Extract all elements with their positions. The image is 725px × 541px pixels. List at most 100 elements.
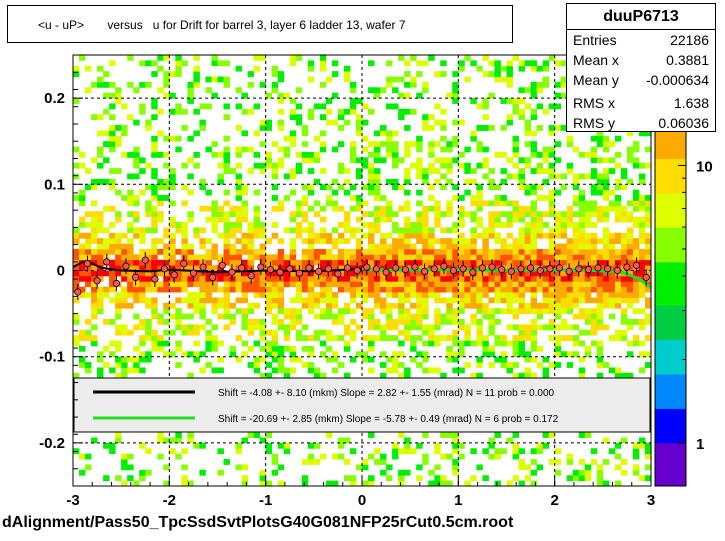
heatmap-cell xyxy=(307,335,315,341)
heatmap-cell xyxy=(548,297,556,304)
heatmap-cell xyxy=(422,178,429,185)
heatmap-cell xyxy=(542,442,550,449)
heatmap-cell xyxy=(133,146,140,153)
heatmap-cell xyxy=(578,459,586,465)
heatmap-cell xyxy=(404,469,411,476)
heatmap-cell xyxy=(416,324,423,331)
heatmap-cell xyxy=(145,335,152,341)
heatmap-cell xyxy=(283,135,291,142)
heatmap-cell xyxy=(536,275,544,282)
heatmap-cell xyxy=(620,173,628,180)
heatmap-cell xyxy=(404,329,411,336)
heatmap-cell xyxy=(530,130,537,137)
heatmap-cell xyxy=(325,108,333,115)
heatmap-cell xyxy=(235,211,242,218)
heatmap-cell xyxy=(265,281,273,288)
heatmap-cell xyxy=(193,351,200,358)
heatmap-cell xyxy=(79,265,86,271)
heatmap-cell xyxy=(241,130,248,137)
heatmap-cell xyxy=(271,329,279,336)
heatmap-cell xyxy=(422,211,429,218)
stats-row-entries: Entries 22186 xyxy=(573,32,709,52)
heatmap-cell xyxy=(578,248,586,255)
y-tick-label: 0.2 xyxy=(44,90,65,107)
x-tick-label: 2 xyxy=(550,492,558,509)
heatmap-cell xyxy=(554,362,562,368)
heatmap-cell xyxy=(73,232,80,239)
heatmap-cell xyxy=(632,442,640,449)
heatmap-cell xyxy=(145,200,152,207)
heatmap-cell xyxy=(464,146,471,153)
heatmap-cell xyxy=(392,324,399,331)
heatmap-cell xyxy=(560,335,568,341)
heatmap-cell xyxy=(133,195,140,201)
heatmap-cell xyxy=(259,81,267,88)
heatmap-cell xyxy=(434,216,441,223)
heatmap-cell xyxy=(488,437,495,444)
heatmap-cell xyxy=(313,232,321,239)
heatmap-cell xyxy=(554,259,562,266)
profile-point xyxy=(565,267,573,275)
heatmap-cell xyxy=(175,345,182,352)
heatmap-cell xyxy=(103,475,110,482)
heatmap-cell xyxy=(542,297,550,304)
heatmap-cell xyxy=(572,475,580,482)
heatmap-cell xyxy=(319,313,327,320)
heatmap-cell xyxy=(380,87,387,94)
heatmap-cell xyxy=(253,103,261,110)
heatmap-cell xyxy=(500,243,507,250)
heatmap-cell xyxy=(217,76,224,83)
heatmap-cell xyxy=(235,205,242,212)
heatmap-cell xyxy=(608,168,616,174)
heatmap-cell xyxy=(416,71,423,77)
heatmap-cell xyxy=(596,340,604,347)
heatmap-cell xyxy=(235,442,242,449)
heatmap-cell xyxy=(458,281,465,288)
heatmap-cell xyxy=(199,281,206,288)
heatmap-cell xyxy=(614,195,622,201)
heatmap-cell xyxy=(638,475,646,482)
heatmap-cell xyxy=(337,275,345,282)
heatmap-cell xyxy=(259,480,267,487)
color-scale-band xyxy=(655,365,686,375)
heatmap-cell xyxy=(566,475,574,482)
heatmap-cell xyxy=(319,259,327,266)
heatmap-cell xyxy=(386,254,393,261)
heatmap-cell xyxy=(97,238,104,244)
heatmap-cell xyxy=(452,286,459,293)
heatmap-cell xyxy=(590,448,598,455)
heatmap-cell xyxy=(632,340,640,347)
heatmap-cell xyxy=(97,297,104,304)
stats-row-mean-x: Mean x 0.3881 xyxy=(573,52,709,72)
heatmap-cell xyxy=(247,248,255,255)
heatmap-cell xyxy=(331,275,339,282)
heatmap-cell xyxy=(452,292,459,298)
heatmap-cell xyxy=(536,281,544,288)
heatmap-cell xyxy=(428,286,435,293)
heatmap-cell xyxy=(548,195,556,201)
heatmap-cell xyxy=(235,125,242,131)
heatmap-cell xyxy=(163,340,170,347)
heatmap-cell xyxy=(386,81,393,88)
heatmap-cell xyxy=(428,146,435,153)
heatmap-cell xyxy=(145,184,152,191)
heatmap-cell xyxy=(265,340,273,347)
heatmap-cell xyxy=(614,232,622,239)
heatmap-cell xyxy=(223,103,230,110)
heatmap-cell xyxy=(85,238,92,244)
heatmap-cell xyxy=(211,211,218,218)
heatmap-cell xyxy=(458,60,465,67)
heatmap-cell xyxy=(121,254,128,261)
heatmap-cell xyxy=(566,362,574,368)
axes: -3 -2 -1 0 1 2 3-0.2-0.100.10.2 xyxy=(39,54,655,509)
heatmap-cell xyxy=(542,372,550,379)
heatmap-cell xyxy=(380,141,387,147)
heatmap-cell xyxy=(386,211,393,218)
heatmap-cell xyxy=(97,372,104,379)
heatmap-cell xyxy=(512,98,519,104)
profile-point xyxy=(122,262,130,270)
heatmap-cell xyxy=(97,65,104,72)
heatmap-cell xyxy=(464,178,471,185)
heatmap-cell xyxy=(440,475,447,482)
heatmap-cell xyxy=(283,259,291,266)
